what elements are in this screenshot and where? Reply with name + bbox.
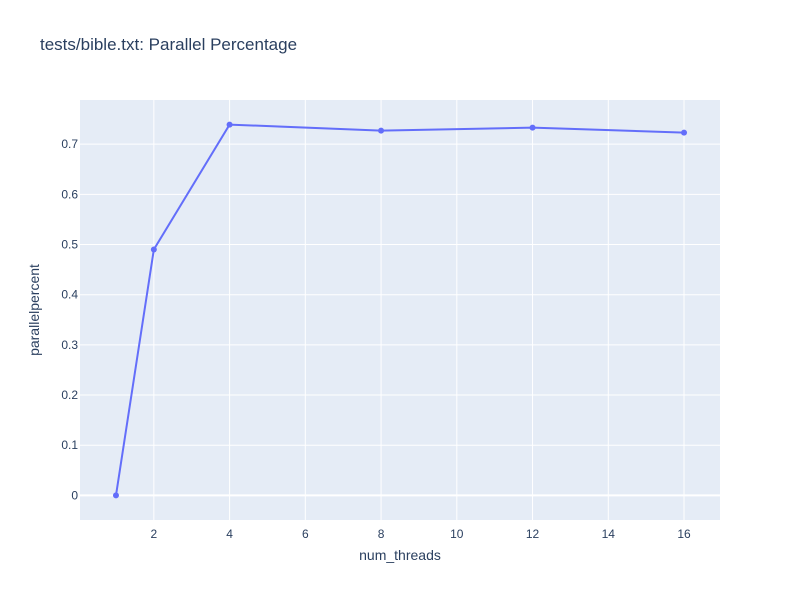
x-tick-label: 14 <box>602 527 616 541</box>
chart-title: tests/bible.txt: Parallel Percentage <box>40 35 297 54</box>
x-tick-label: 6 <box>302 527 309 541</box>
y-axis-ticks: 0 0.1 0.2 0.3 0.4 0.5 0.6 0.7 <box>61 137 78 502</box>
y-tick-label: 0.3 <box>61 338 78 352</box>
y-tick-label: 0.5 <box>61 238 78 252</box>
x-axis-ticks: 2 4 6 8 10 12 14 16 <box>151 527 692 541</box>
series-points <box>112 121 688 499</box>
x-axis-title: num_threads <box>359 547 441 563</box>
data-point[interactable] <box>681 129 688 136</box>
x-tick-label: 8 <box>378 527 385 541</box>
y-tick-label: 0.2 <box>61 388 78 402</box>
y-axis-title: parallelpercent <box>26 264 42 356</box>
data-point[interactable] <box>529 124 536 131</box>
x-tick-label: 10 <box>450 527 464 541</box>
x-tick-label: 16 <box>677 527 691 541</box>
y-tick-label: 0.7 <box>61 137 78 151</box>
data-point[interactable] <box>150 246 157 253</box>
data-point[interactable] <box>378 127 385 134</box>
series-line <box>114 123 685 496</box>
x-tick-label: 4 <box>226 527 233 541</box>
y-tick-label: 0.1 <box>61 438 78 452</box>
plot-area <box>80 100 720 520</box>
data-point[interactable] <box>112 492 119 499</box>
data-point[interactable] <box>226 121 233 128</box>
grid <box>80 100 720 520</box>
x-tick-label: 2 <box>151 527 158 541</box>
x-tick-label: 12 <box>526 527 540 541</box>
y-tick-label: 0.6 <box>61 187 78 201</box>
y-tick-label: 0.4 <box>61 288 78 302</box>
y-tick-label: 0 <box>71 488 78 502</box>
